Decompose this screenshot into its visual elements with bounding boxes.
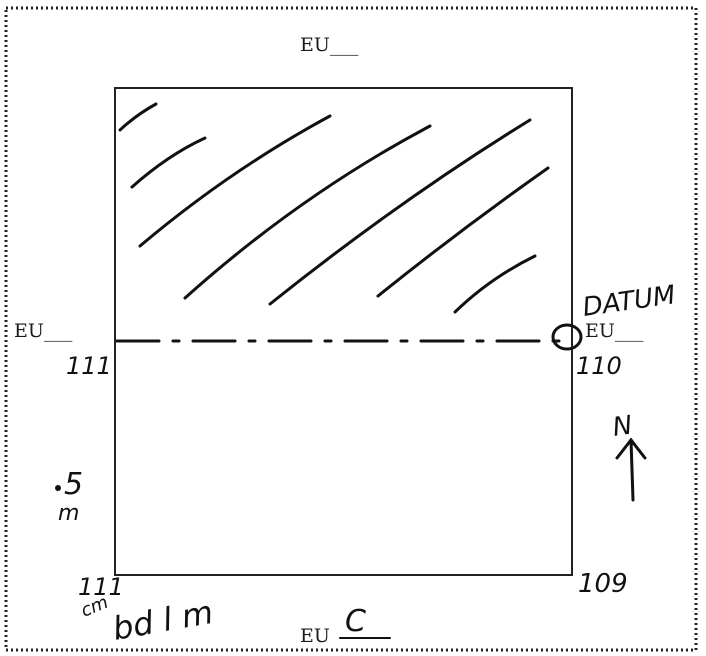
datum-label: DATUM: [581, 280, 678, 323]
hatch-stroke: [130, 136, 207, 189]
north-arrow-shaft: [629, 438, 635, 502]
scale-value: 5: [64, 467, 83, 502]
unit-note-bdlm: bd l m: [110, 593, 216, 648]
hatch-stroke: [183, 124, 432, 300]
north-arrow-icon: [615, 437, 647, 502]
hatch-stroke: [118, 102, 158, 132]
elevation-bottom-right: 109: [578, 569, 628, 599]
elevation-left-mid: 111: [66, 352, 112, 380]
hatch-stroke: [138, 114, 332, 248]
hatch-stroke: [376, 166, 550, 298]
eu-label-top: EU___: [300, 34, 359, 56]
elevation-bottom-left: 111: [78, 573, 124, 601]
scale-dot: [55, 485, 61, 491]
eu-label-left: EU___: [14, 320, 73, 342]
hatch-stroke: [453, 254, 537, 314]
dotted-outer-border: [4, 6, 698, 652]
scale-unit: m: [58, 501, 79, 526]
elevation-right-mid: 110: [576, 352, 622, 380]
unit-square: [114, 87, 573, 576]
eu-label-bottom: EU: [300, 625, 330, 647]
hatch-stroke: [268, 118, 532, 306]
north-label: N: [611, 411, 634, 443]
unit-letter: C: [345, 604, 366, 639]
hatched-area: [118, 102, 550, 314]
eu-label-right: EU___: [585, 320, 644, 342]
north-arrow-head: [615, 437, 647, 460]
datum-point-circle: [551, 323, 583, 351]
